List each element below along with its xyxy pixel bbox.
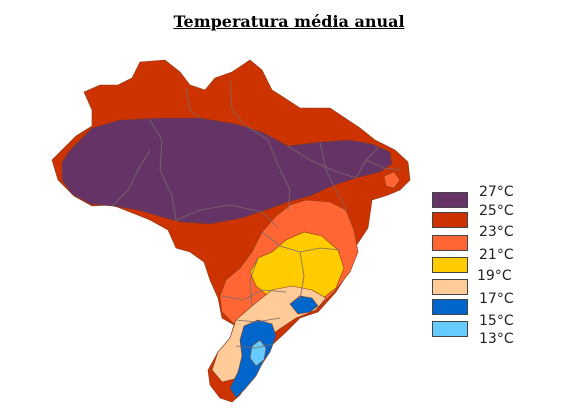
map-title: Temperatura média anual	[173, 12, 405, 31]
legend-swatch-27c	[432, 192, 468, 208]
legend-label-27c: 27°C	[479, 184, 514, 200]
zone-17c-highlands	[289, 295, 319, 315]
zone-27c	[61, 117, 393, 225]
legend-swatch-19c	[432, 279, 468, 295]
legend-label-19c: 19°C	[477, 268, 512, 284]
legend-label-13c: 13°C	[479, 331, 514, 347]
legend-swatch-17c	[432, 299, 468, 315]
legend-label-15c: 15°C	[479, 313, 514, 329]
state-borders	[111, 79, 401, 349]
zone-23c-coast	[383, 171, 401, 189]
legend-swatch-21c	[432, 257, 468, 273]
legend-label-21c: 21°C	[479, 247, 514, 263]
legend-swatch-25c	[432, 212, 468, 228]
legend-label-17c: 17°C	[479, 291, 514, 307]
legend-label-25c: 25°C	[479, 203, 514, 219]
legend-swatch-15c	[432, 321, 468, 337]
legend-swatch-23c	[432, 235, 468, 251]
legend-label-23c: 23°C	[479, 224, 514, 240]
